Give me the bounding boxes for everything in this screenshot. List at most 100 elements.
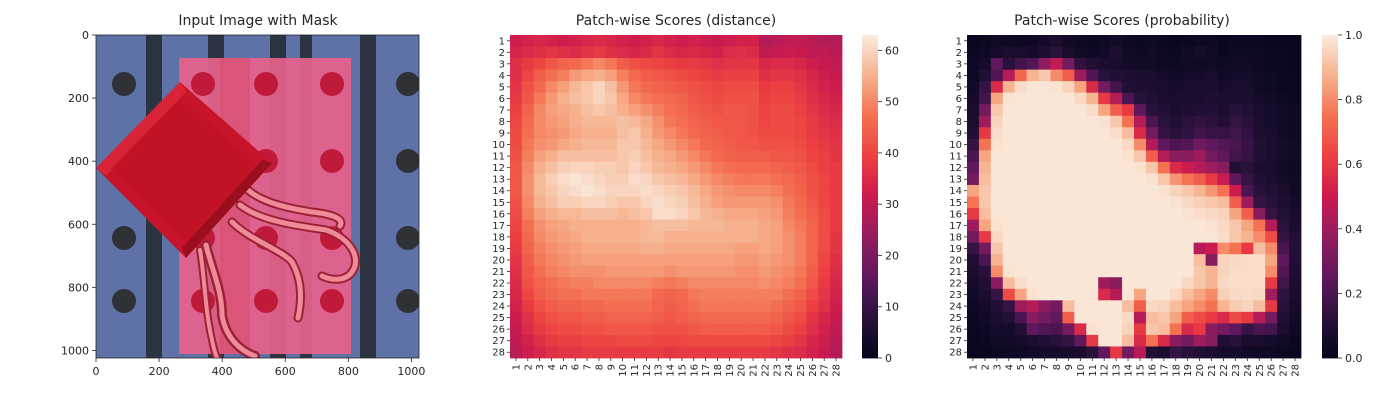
heatmap-cell xyxy=(628,277,641,290)
heatmap-cell xyxy=(521,288,535,301)
x-tick-label: 15 xyxy=(677,364,688,377)
heatmap-cell xyxy=(806,58,819,71)
heatmap-cell xyxy=(818,288,831,301)
heatmap-cell xyxy=(1217,219,1230,232)
heatmap-cell xyxy=(1145,346,1159,359)
colorbar-segment xyxy=(862,306,878,310)
heatmap-cell xyxy=(604,300,618,313)
colorbar-segment xyxy=(862,309,878,314)
heatmap-cell xyxy=(1193,219,1206,232)
heatmap-cell xyxy=(521,81,535,94)
heatmap-cell xyxy=(1014,69,1028,82)
heatmap-cell xyxy=(640,46,653,59)
heatmap-cell xyxy=(569,150,582,163)
heatmap-cell xyxy=(533,138,546,151)
heatmap-cell xyxy=(978,219,992,232)
heatmap-cell xyxy=(1145,231,1159,244)
heatmap-cell xyxy=(664,288,677,301)
colorbar-segment xyxy=(1322,112,1338,117)
heatmap-cell xyxy=(652,127,665,140)
heatmap-cell xyxy=(1169,138,1183,151)
heatmap-cell xyxy=(1289,150,1302,163)
heatmap-cell xyxy=(1050,219,1063,232)
colorbar-segment xyxy=(862,206,878,210)
colorbar-segment xyxy=(1322,47,1338,52)
heatmap-cell xyxy=(557,161,570,174)
heatmap-cell xyxy=(806,104,819,117)
colorbar-segment xyxy=(862,328,878,333)
heatmap-cell xyxy=(1217,35,1230,47)
heatmap-cell xyxy=(1145,46,1159,59)
heatmap-cell xyxy=(652,242,665,255)
x-tick-label: 14 xyxy=(666,364,677,377)
heatmap-cell xyxy=(1277,115,1290,128)
heatmap-cell xyxy=(782,150,795,163)
heatmap-cell xyxy=(521,173,535,186)
heatmap-cell xyxy=(1062,254,1075,267)
heatmap-cell xyxy=(723,311,736,324)
heatmap-cell xyxy=(978,254,992,267)
heatmap-cell xyxy=(569,288,582,301)
heatmap-cell xyxy=(593,208,606,220)
heatmap-cell xyxy=(830,288,843,301)
heatmap-cell xyxy=(1134,161,1147,174)
heatmap-cell xyxy=(604,231,618,244)
heatmap-cell xyxy=(581,288,594,301)
heatmap-cell xyxy=(770,231,784,244)
heatmap-cell xyxy=(1134,265,1147,278)
heatmap-cell xyxy=(723,46,736,59)
heatmap-cell xyxy=(711,150,724,163)
heatmap-cell xyxy=(1026,277,1039,290)
heatmap-cell xyxy=(664,81,677,94)
heatmap-cell xyxy=(1205,323,1218,336)
heatmap-cell xyxy=(1205,334,1218,347)
heatmap-cell xyxy=(1193,265,1206,278)
heatmap-cell xyxy=(593,311,606,324)
heatmap-cell xyxy=(1062,288,1075,301)
colorbar-segment xyxy=(862,351,878,356)
heatmap-cell xyxy=(652,208,665,220)
heatmap-cell xyxy=(521,231,535,244)
heatmap-cell xyxy=(967,208,980,220)
heatmap-cell xyxy=(545,346,558,359)
colorbar-segment xyxy=(862,261,878,265)
heatmap-cell xyxy=(1050,311,1063,324)
colorbar-segment xyxy=(862,283,878,288)
heatmap-cell xyxy=(640,334,653,347)
heatmap-cell xyxy=(794,127,807,140)
heatmap-cell xyxy=(1122,150,1135,163)
heatmap-cell xyxy=(1157,81,1171,94)
heatmap-cell xyxy=(664,173,677,186)
heatmap-cell xyxy=(1265,208,1278,220)
colorbar-segment xyxy=(862,341,878,346)
heatmap-cell xyxy=(747,231,760,244)
heatmap-cell xyxy=(1205,161,1218,174)
heatmap-cell xyxy=(1122,346,1135,359)
colorbar-segment xyxy=(862,290,878,294)
heatmap-cell xyxy=(723,277,736,290)
heatmap-cell xyxy=(581,46,594,59)
heatmap-cell xyxy=(1038,58,1051,71)
heatmap-cell xyxy=(711,138,724,151)
heatmap-cell xyxy=(759,311,772,324)
heatmap-cell xyxy=(569,69,582,82)
heatmap-cell xyxy=(1193,231,1206,244)
heatmap-cell xyxy=(759,161,772,174)
heatmap-cell xyxy=(967,184,980,197)
heatmap-cell xyxy=(990,104,1004,117)
colorbar-segment xyxy=(1322,138,1338,142)
colorbar-segment xyxy=(862,76,878,81)
colorbar-segment xyxy=(862,122,878,126)
heatmap-cell xyxy=(1157,104,1171,117)
heatmap-cell xyxy=(1038,288,1051,301)
heatmap-cell xyxy=(628,104,641,117)
heatmap-cell xyxy=(604,150,618,163)
heatmap-cell xyxy=(628,92,641,105)
heatmap-cell xyxy=(1134,150,1147,163)
colorbar-segment xyxy=(1322,60,1338,65)
heatmap-cell xyxy=(664,219,677,232)
heatmap-cell xyxy=(1098,311,1111,324)
heatmap-cell xyxy=(1157,288,1171,301)
heatmap-cell xyxy=(735,300,748,313)
